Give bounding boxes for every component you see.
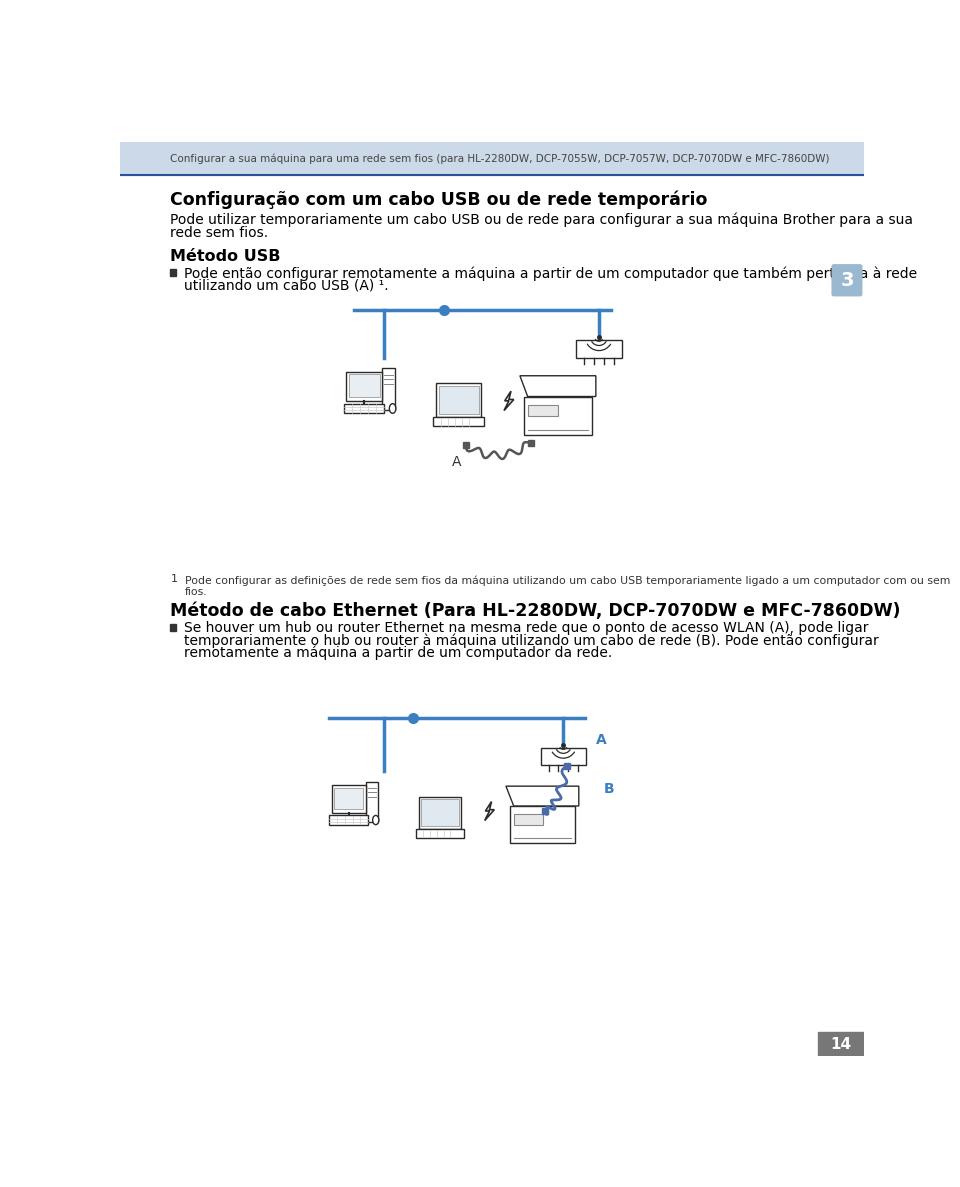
Bar xyxy=(436,383,481,418)
Text: Método USB: Método USB xyxy=(170,249,281,264)
Polygon shape xyxy=(504,392,514,411)
Bar xyxy=(329,815,368,825)
Bar xyxy=(347,372,382,401)
Text: utilizando um cabo USB (A) ¹.: utilizando um cabo USB (A) ¹. xyxy=(183,279,388,293)
Polygon shape xyxy=(506,786,579,806)
Bar xyxy=(366,781,378,821)
Bar xyxy=(434,418,484,426)
Bar xyxy=(575,339,622,358)
Text: A: A xyxy=(452,455,462,469)
Text: rede sem fios.: rede sem fios. xyxy=(170,226,269,240)
Bar xyxy=(514,814,543,825)
Bar xyxy=(334,788,363,810)
Text: Configurar a sua máquina para uma rede sem fios (para HL-2280DW, DCP-7055W, DCP-: Configurar a sua máquina para uma rede s… xyxy=(170,153,829,164)
Bar xyxy=(348,374,380,398)
Bar xyxy=(419,796,462,830)
Bar xyxy=(439,386,479,414)
Polygon shape xyxy=(485,801,494,820)
Bar xyxy=(510,806,575,843)
Bar xyxy=(170,623,176,630)
Bar xyxy=(524,396,592,436)
Text: Pode então configurar remotamente a máquina a partir de um computador que também: Pode então configurar remotamente a máqu… xyxy=(183,266,917,280)
Bar xyxy=(528,406,559,417)
Text: 14: 14 xyxy=(830,1036,852,1052)
Text: Método de cabo Ethernet (Para HL-2280DW, DCP-7070DW e MFC-7860DW): Método de cabo Ethernet (Para HL-2280DW,… xyxy=(170,602,900,620)
Ellipse shape xyxy=(390,404,396,413)
Bar xyxy=(421,799,459,826)
Bar xyxy=(416,830,464,838)
Bar xyxy=(170,268,176,275)
Bar xyxy=(540,748,586,766)
Text: 3: 3 xyxy=(840,271,853,290)
Polygon shape xyxy=(520,376,596,396)
Text: 1: 1 xyxy=(170,573,178,584)
Text: temporariamente o hub ou router à máquina utilizando um cabo de rede (B). Pode e: temporariamente o hub ou router à máquin… xyxy=(183,634,878,648)
Bar xyxy=(120,142,864,174)
Ellipse shape xyxy=(372,815,379,825)
Text: Configuração com um cabo USB ou de rede temporário: Configuração com um cabo USB ou de rede … xyxy=(170,190,708,209)
Text: Pode utilizar temporariamente um cabo USB ou de rede para configurar a sua máqui: Pode utilizar temporariamente um cabo US… xyxy=(170,212,913,227)
Text: Se houver um hub ou router Ethernet na mesma rede que o ponto de acesso WLAN (A): Se houver um hub ou router Ethernet na m… xyxy=(183,621,868,635)
Text: Pode configurar as definições de rede sem fios da máquina utilizando um cabo USB: Pode configurar as definições de rede se… xyxy=(185,576,950,585)
Bar xyxy=(818,1032,864,1056)
FancyBboxPatch shape xyxy=(831,264,862,297)
Bar xyxy=(331,786,366,813)
Text: fios.: fios. xyxy=(185,586,207,597)
Text: B: B xyxy=(604,782,614,796)
Text: remotamente a máquina a partir de um computador da rede.: remotamente a máquina a partir de um com… xyxy=(183,646,612,660)
Bar xyxy=(382,368,396,410)
Text: A: A xyxy=(596,732,607,747)
Bar xyxy=(344,404,384,413)
